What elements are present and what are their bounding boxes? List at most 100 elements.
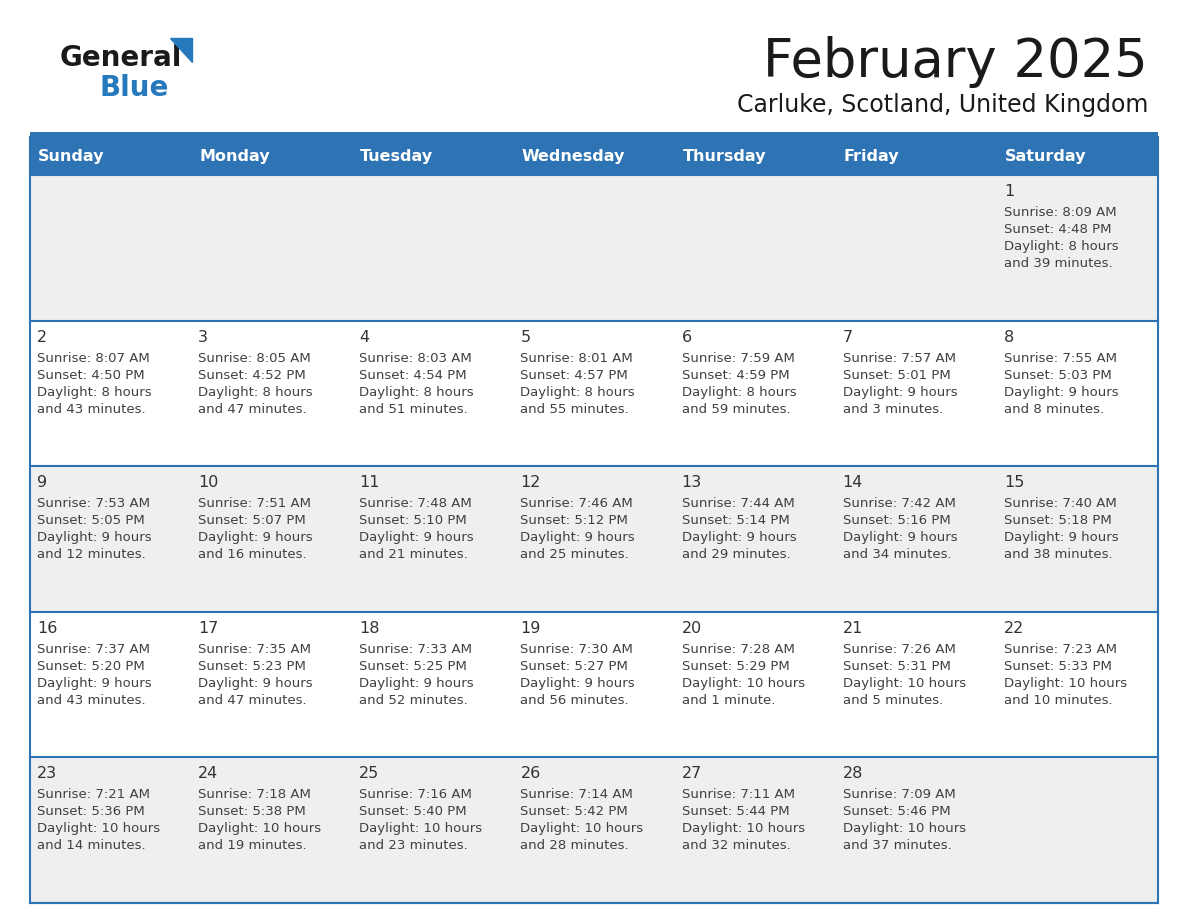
Text: Daylight: 10 hours: Daylight: 10 hours <box>682 823 804 835</box>
Text: and 23 minutes.: and 23 minutes. <box>359 839 468 853</box>
Text: February 2025: February 2025 <box>763 36 1148 88</box>
Text: Daylight: 9 hours: Daylight: 9 hours <box>198 532 312 544</box>
Text: Daylight: 10 hours: Daylight: 10 hours <box>842 677 966 689</box>
Text: Daylight: 8 hours: Daylight: 8 hours <box>520 386 636 398</box>
Text: Saturday: Saturday <box>1005 149 1086 163</box>
Text: and 39 minutes.: and 39 minutes. <box>1004 257 1112 270</box>
Text: and 34 minutes.: and 34 minutes. <box>842 548 952 561</box>
Text: Daylight: 9 hours: Daylight: 9 hours <box>1004 386 1118 398</box>
Text: Sunset: 5:25 PM: Sunset: 5:25 PM <box>359 660 467 673</box>
Bar <box>30 757 191 903</box>
Text: Sunset: 5:01 PM: Sunset: 5:01 PM <box>842 369 950 382</box>
Bar <box>835 137 997 175</box>
Text: Sunrise: 7:11 AM: Sunrise: 7:11 AM <box>682 789 795 801</box>
Text: 12: 12 <box>520 476 541 490</box>
Text: and 29 minutes.: and 29 minutes. <box>682 548 790 561</box>
Text: Sunset: 5:05 PM: Sunset: 5:05 PM <box>37 514 145 527</box>
Text: Sunrise: 8:03 AM: Sunrise: 8:03 AM <box>359 352 472 364</box>
Text: Friday: Friday <box>843 149 899 163</box>
Text: Sunset: 5:18 PM: Sunset: 5:18 PM <box>1004 514 1112 527</box>
Text: 9: 9 <box>37 476 48 490</box>
Text: Monday: Monday <box>200 149 270 163</box>
Bar <box>835 757 997 903</box>
Text: and 47 minutes.: and 47 minutes. <box>198 694 307 707</box>
Text: Daylight: 8 hours: Daylight: 8 hours <box>37 386 152 398</box>
Text: Tuesday: Tuesday <box>360 149 434 163</box>
Text: 2: 2 <box>37 330 48 344</box>
Bar <box>997 137 1158 175</box>
Text: 3: 3 <box>198 330 208 344</box>
Bar <box>353 175 513 320</box>
Bar <box>675 757 835 903</box>
Bar <box>30 175 191 320</box>
Text: and 1 minute.: and 1 minute. <box>682 694 775 707</box>
Text: and 8 minutes.: and 8 minutes. <box>1004 403 1104 416</box>
Text: 20: 20 <box>682 621 702 636</box>
Text: 16: 16 <box>37 621 57 636</box>
Bar <box>513 466 675 611</box>
Text: 22: 22 <box>1004 621 1024 636</box>
Text: Daylight: 9 hours: Daylight: 9 hours <box>37 677 152 689</box>
Text: Sunrise: 7:35 AM: Sunrise: 7:35 AM <box>198 643 311 655</box>
Bar <box>353 611 513 757</box>
Text: Sunrise: 7:46 AM: Sunrise: 7:46 AM <box>520 498 633 510</box>
Bar <box>513 137 675 175</box>
Text: Sunrise: 7:18 AM: Sunrise: 7:18 AM <box>198 789 311 801</box>
Text: Sunset: 5:12 PM: Sunset: 5:12 PM <box>520 514 628 527</box>
Text: 4: 4 <box>359 330 369 344</box>
Text: Sunset: 4:59 PM: Sunset: 4:59 PM <box>682 369 789 382</box>
Bar <box>513 611 675 757</box>
Text: Sunset: 5:31 PM: Sunset: 5:31 PM <box>842 660 950 673</box>
Text: and 16 minutes.: and 16 minutes. <box>198 548 307 561</box>
Text: Sunset: 4:57 PM: Sunset: 4:57 PM <box>520 369 628 382</box>
Text: Daylight: 10 hours: Daylight: 10 hours <box>359 823 482 835</box>
Text: and 3 minutes.: and 3 minutes. <box>842 403 943 416</box>
Text: Daylight: 10 hours: Daylight: 10 hours <box>198 823 321 835</box>
Text: Sunset: 5:29 PM: Sunset: 5:29 PM <box>682 660 789 673</box>
Text: 17: 17 <box>198 621 219 636</box>
Text: 21: 21 <box>842 621 864 636</box>
Text: 10: 10 <box>198 476 219 490</box>
Text: Thursday: Thursday <box>683 149 766 163</box>
Text: Sunset: 5:23 PM: Sunset: 5:23 PM <box>198 660 307 673</box>
Text: Daylight: 8 hours: Daylight: 8 hours <box>198 386 312 398</box>
Text: Sunset: 5:42 PM: Sunset: 5:42 PM <box>520 805 628 819</box>
Bar <box>997 175 1158 320</box>
Text: Sunset: 5:20 PM: Sunset: 5:20 PM <box>37 660 145 673</box>
Text: and 43 minutes.: and 43 minutes. <box>37 694 146 707</box>
Text: Sunrise: 7:51 AM: Sunrise: 7:51 AM <box>198 498 311 510</box>
Text: Daylight: 9 hours: Daylight: 9 hours <box>37 532 152 544</box>
Text: Daylight: 8 hours: Daylight: 8 hours <box>682 386 796 398</box>
Bar <box>353 320 513 466</box>
Bar <box>513 757 675 903</box>
Text: Sunrise: 8:05 AM: Sunrise: 8:05 AM <box>198 352 311 364</box>
Text: and 56 minutes.: and 56 minutes. <box>520 694 630 707</box>
Text: and 28 minutes.: and 28 minutes. <box>520 839 630 853</box>
Text: 18: 18 <box>359 621 380 636</box>
Bar <box>513 175 675 320</box>
Text: and 51 minutes.: and 51 minutes. <box>359 403 468 416</box>
Bar <box>30 137 191 175</box>
Text: Sunset: 5:10 PM: Sunset: 5:10 PM <box>359 514 467 527</box>
Text: Sunset: 5:38 PM: Sunset: 5:38 PM <box>198 805 305 819</box>
Text: Sunrise: 8:07 AM: Sunrise: 8:07 AM <box>37 352 150 364</box>
Text: and 59 minutes.: and 59 minutes. <box>682 403 790 416</box>
Bar <box>997 466 1158 611</box>
Text: and 47 minutes.: and 47 minutes. <box>198 403 307 416</box>
Text: Sunset: 5:36 PM: Sunset: 5:36 PM <box>37 805 145 819</box>
Text: Sunset: 5:16 PM: Sunset: 5:16 PM <box>842 514 950 527</box>
Text: 11: 11 <box>359 476 380 490</box>
Bar <box>353 757 513 903</box>
Text: Sunrise: 7:21 AM: Sunrise: 7:21 AM <box>37 789 150 801</box>
Text: Daylight: 10 hours: Daylight: 10 hours <box>842 823 966 835</box>
Text: 15: 15 <box>1004 476 1024 490</box>
Text: Sunset: 4:52 PM: Sunset: 4:52 PM <box>198 369 305 382</box>
Text: Carluke, Scotland, United Kingdom: Carluke, Scotland, United Kingdom <box>737 93 1148 117</box>
Bar <box>675 175 835 320</box>
Text: and 21 minutes.: and 21 minutes. <box>359 548 468 561</box>
Text: Daylight: 10 hours: Daylight: 10 hours <box>37 823 160 835</box>
Text: Sunrise: 7:59 AM: Sunrise: 7:59 AM <box>682 352 795 364</box>
Text: and 55 minutes.: and 55 minutes. <box>520 403 630 416</box>
Text: Daylight: 9 hours: Daylight: 9 hours <box>520 532 636 544</box>
Bar <box>997 757 1158 903</box>
